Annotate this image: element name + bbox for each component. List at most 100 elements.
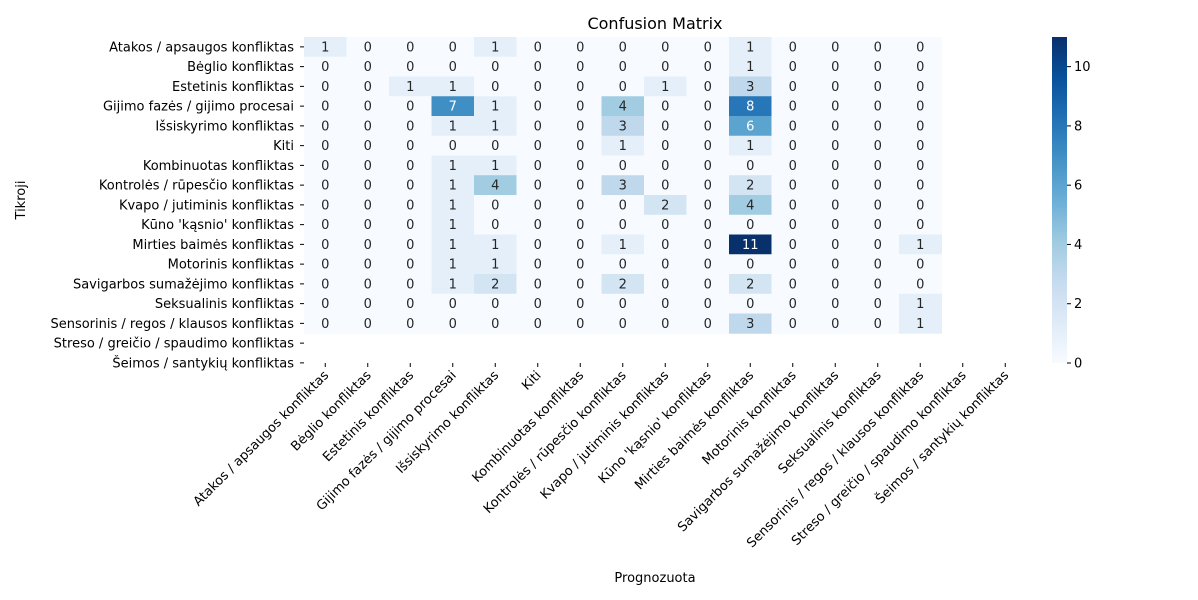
heatmap-cell xyxy=(856,56,900,77)
heatmap-cell xyxy=(686,76,730,97)
heatmap-cell xyxy=(644,234,687,255)
cell-annotation: 0 xyxy=(321,80,329,95)
y-tick-label: Savigarbos sumažėjimo konfliktas xyxy=(73,277,294,292)
cell-annotation: 0 xyxy=(874,317,882,332)
y-tick-labels: Atakos / apsaugos konfliktas Bėglio konfl… xyxy=(50,40,304,371)
heatmap-cell xyxy=(899,76,942,97)
heatmap-cell xyxy=(431,175,475,196)
heatmap-cell xyxy=(431,135,475,156)
cell-annotation: 0 xyxy=(321,277,329,292)
heatmap-cell xyxy=(814,76,857,97)
heatmap-cell xyxy=(814,234,857,255)
heatmap-cell xyxy=(686,96,730,117)
heatmap-cell xyxy=(389,37,432,58)
heatmap-cell xyxy=(516,155,560,176)
heatmap-cell xyxy=(856,116,900,137)
heatmap-cell xyxy=(431,155,475,176)
cell-annotation: 0 xyxy=(364,80,372,95)
heatmap-cell xyxy=(899,254,942,275)
heatmap-cell xyxy=(559,116,602,137)
heatmap-cell xyxy=(771,76,815,97)
cell-annotation: 0 xyxy=(321,139,329,154)
cell-annotation: 0 xyxy=(406,277,414,292)
heatmap-cell xyxy=(644,214,687,235)
cell-annotation: 0 xyxy=(916,198,924,213)
heatmap-cell xyxy=(856,135,900,156)
y-tick-label: Išsiskyrimo konfliktas xyxy=(155,119,294,134)
cell-annotation: 0 xyxy=(661,317,669,332)
heatmap-cell xyxy=(516,293,560,314)
heatmap-cell xyxy=(431,254,475,275)
cell-annotation: 0 xyxy=(491,317,499,332)
heatmap-cell xyxy=(729,116,772,137)
heatmap-cell xyxy=(304,116,347,137)
heatmap-cell xyxy=(644,135,687,156)
cell-annotation: 0 xyxy=(661,60,669,75)
heatmap-cell xyxy=(474,116,517,137)
y-tick-label: Mirties baimės konfliktas xyxy=(132,238,294,253)
cell-annotation: 1 xyxy=(491,159,499,174)
cell-annotation: 0 xyxy=(789,40,797,55)
cell-annotation: 0 xyxy=(916,159,924,174)
heatmap-cell xyxy=(899,274,942,295)
heatmap-cell xyxy=(814,274,857,295)
cell-annotation: 0 xyxy=(789,218,797,233)
cell-annotation: 11 xyxy=(742,238,759,253)
cell-annotation: 1 xyxy=(449,218,457,233)
cell-annotation: 0 xyxy=(874,277,882,292)
heatmap-cell xyxy=(601,135,645,156)
heatmap-cell xyxy=(346,175,390,196)
cell-annotation: 0 xyxy=(534,238,542,253)
heatmap-cells xyxy=(304,37,942,334)
heatmap-cell xyxy=(346,116,390,137)
cell-annotation: 0 xyxy=(576,297,584,312)
heatmap-cell xyxy=(729,254,772,275)
heatmap-cell xyxy=(686,135,730,156)
heatmap-cell xyxy=(304,234,347,255)
heatmap-cell xyxy=(644,254,687,275)
heatmap-cell xyxy=(601,274,645,295)
cell-annotation: 0 xyxy=(364,179,372,194)
cell-annotation: 0 xyxy=(619,40,627,55)
heatmap-cell xyxy=(516,234,560,255)
heatmap-cell xyxy=(474,155,517,176)
heatmap-cell xyxy=(431,234,475,255)
cell-annotation: 0 xyxy=(874,218,882,233)
cell-annotation: 0 xyxy=(916,139,924,154)
y-tick-label: Streso / greičio / spaudimo konfliktas xyxy=(54,337,295,352)
cell-annotation: 0 xyxy=(704,317,712,332)
cell-annotation: 0 xyxy=(321,317,329,332)
heatmap-cell xyxy=(474,37,517,58)
heatmap-cell xyxy=(771,234,815,255)
heatmap-cell xyxy=(304,155,347,176)
colorbar-tick-label: 8 xyxy=(1074,119,1082,134)
cell-annotation: 0 xyxy=(619,80,627,95)
cell-annotation: 0 xyxy=(619,297,627,312)
heatmap-cell xyxy=(856,274,900,295)
heatmap-cell xyxy=(686,293,730,314)
cell-annotation: 0 xyxy=(704,80,712,95)
cell-annotation: 0 xyxy=(704,159,712,174)
cell-annotation: 0 xyxy=(406,159,414,174)
cell-annotation: 0 xyxy=(576,218,584,233)
heatmap-cell xyxy=(431,293,475,314)
heatmap-cell xyxy=(559,254,602,275)
heatmap-cell xyxy=(814,175,857,196)
cell-annotation: 0 xyxy=(831,297,839,312)
heatmap-cell xyxy=(346,195,390,216)
heatmap-cell xyxy=(304,96,347,117)
heatmap-cell xyxy=(644,274,687,295)
cell-annotation: 0 xyxy=(534,119,542,134)
cell-annotation: 0 xyxy=(321,218,329,233)
heatmap-cell xyxy=(601,195,645,216)
cell-annotation: 0 xyxy=(874,179,882,194)
cell-annotation: 0 xyxy=(534,159,542,174)
heatmap-cell xyxy=(686,116,730,137)
heatmap-cell xyxy=(899,96,942,117)
cell-annotation: 3 xyxy=(619,179,627,194)
cell-annotation: 0 xyxy=(789,198,797,213)
cell-annotation: 0 xyxy=(874,40,882,55)
heatmap-cell xyxy=(346,155,390,176)
cell-annotation: 1 xyxy=(449,198,457,213)
